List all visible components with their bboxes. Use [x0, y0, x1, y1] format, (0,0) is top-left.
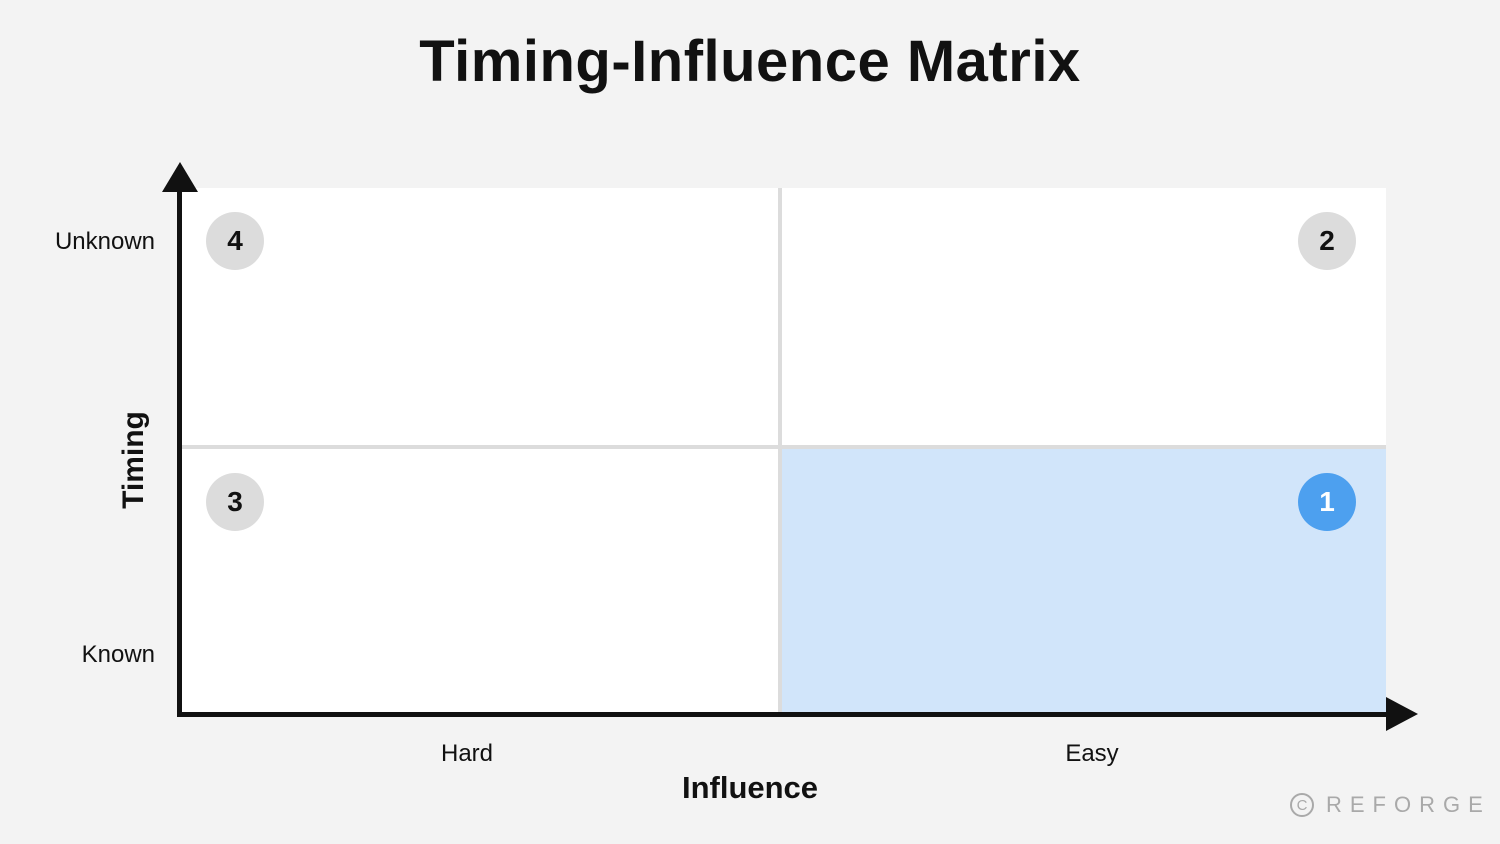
- y-axis-line: [177, 188, 182, 717]
- horizontal-divider: [182, 445, 1386, 449]
- reforge-watermark: C REFORGE: [1290, 792, 1491, 818]
- quadrant-hard-unknown: [182, 188, 778, 445]
- page-title: Timing-Influence Matrix: [419, 29, 1081, 94]
- x-level-easy: Easy: [1065, 740, 1119, 767]
- y-level-unknown: Unknown: [54, 228, 155, 255]
- x-axis-line: [177, 712, 1392, 717]
- quadrant-badge-1: 1: [1298, 473, 1356, 531]
- vertical-divider: [778, 188, 782, 712]
- quadrant-easy-known-highlighted: [782, 449, 1386, 712]
- watermark-text: REFORGE: [1326, 792, 1491, 817]
- y-axis-arrow-icon: [162, 162, 198, 192]
- quadrant-hard-known: [182, 449, 778, 712]
- copyright-icon: C: [1290, 793, 1314, 817]
- y-level-known: Known: [81, 641, 155, 668]
- y-axis-title: Timing: [117, 411, 150, 509]
- quadrant-easy-unknown: [782, 188, 1386, 445]
- x-axis-title: Influence: [681, 770, 819, 805]
- x-axis-arrow-icon: [1386, 697, 1418, 731]
- quadrant-badge-4: 4: [206, 212, 264, 270]
- quadrant-badge-3: 3: [206, 473, 264, 531]
- x-level-hard: Hard: [440, 740, 494, 767]
- quadrant-badge-2: 2: [1298, 212, 1356, 270]
